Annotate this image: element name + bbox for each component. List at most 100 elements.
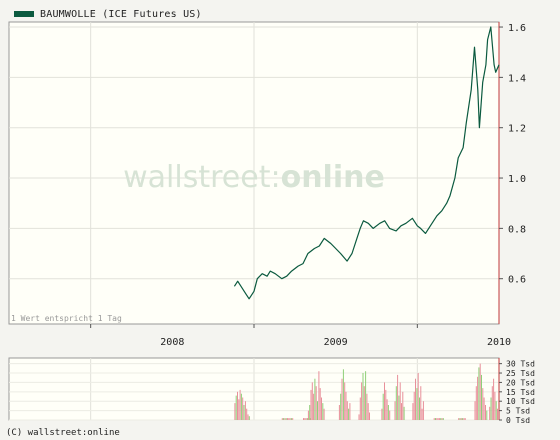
price-grid bbox=[9, 22, 499, 324]
volume-bar bbox=[243, 405, 245, 420]
volume-bar bbox=[247, 414, 249, 420]
volume-bar bbox=[422, 401, 424, 420]
volume-bar bbox=[235, 395, 237, 420]
price-line bbox=[233, 26, 500, 300]
volume-bar bbox=[440, 418, 442, 420]
volume-bar bbox=[285, 418, 287, 420]
copyright-notice: (C) wallstreet:online bbox=[6, 428, 120, 438]
legend-swatch bbox=[14, 11, 34, 17]
volume-bar bbox=[417, 373, 419, 420]
volume-bar bbox=[369, 412, 370, 420]
volume-bar bbox=[365, 371, 367, 420]
volume-bar bbox=[366, 393, 368, 420]
volume-bar bbox=[314, 378, 316, 420]
x-axis: 2008 2009 2010 bbox=[90, 324, 511, 348]
volume-bar bbox=[304, 418, 306, 420]
volume-bar bbox=[493, 378, 495, 420]
volume-bar bbox=[363, 386, 365, 420]
volume-bar bbox=[321, 397, 322, 420]
volume-bar bbox=[322, 403, 324, 420]
volume-bar bbox=[346, 401, 348, 420]
volume-bar bbox=[490, 397, 492, 420]
volume-bar bbox=[489, 406, 491, 420]
volume-bar bbox=[287, 418, 288, 420]
volume-bar bbox=[362, 373, 364, 420]
x-tick-label: 2010 bbox=[487, 337, 511, 348]
volume-bar bbox=[359, 397, 361, 420]
volume-bar bbox=[403, 406, 405, 420]
volume-tick-label: 20 Tsd bbox=[506, 378, 535, 387]
volume-bar bbox=[306, 418, 308, 420]
volume-bar bbox=[318, 371, 320, 420]
volume-bar bbox=[387, 405, 389, 420]
volume-bar bbox=[284, 418, 286, 420]
volume-bar bbox=[315, 386, 317, 420]
volume-bar bbox=[381, 408, 383, 420]
volume-bar bbox=[491, 386, 493, 420]
volume-tick-label: 0 Tsd bbox=[506, 416, 530, 425]
volume-bar bbox=[495, 401, 497, 420]
volume-bar bbox=[421, 408, 423, 420]
price-tick-label: 1.6 bbox=[508, 23, 526, 34]
watermark-part1: wallstreet: bbox=[123, 160, 280, 195]
volume-bar bbox=[464, 418, 466, 420]
volume-bar bbox=[340, 393, 342, 420]
volume-bar bbox=[386, 399, 388, 420]
volume-bar bbox=[237, 391, 238, 420]
volume-tick-label: 25 Tsd bbox=[506, 369, 535, 378]
chart-legend: BAUMWOLLE (ICE Futures US) bbox=[14, 8, 202, 20]
volume-bar bbox=[389, 410, 391, 420]
volume-bar bbox=[459, 418, 461, 420]
volume-bar bbox=[481, 374, 482, 420]
volume-bar bbox=[415, 378, 416, 420]
volume-bar bbox=[441, 418, 443, 420]
volume-bar bbox=[292, 418, 294, 420]
volume-bar bbox=[246, 408, 248, 420]
volume-bar bbox=[482, 388, 484, 420]
volume-bar bbox=[307, 410, 309, 420]
volume-bar bbox=[345, 391, 347, 420]
volume-bar bbox=[486, 410, 488, 420]
volume-bar bbox=[311, 382, 313, 420]
volume-bar bbox=[419, 397, 420, 420]
volume-bar bbox=[319, 388, 321, 420]
volume-bar bbox=[394, 401, 396, 420]
volume-bar bbox=[475, 386, 477, 420]
volume-bar bbox=[420, 386, 422, 420]
volume-tick-label: 10 Tsd bbox=[506, 397, 535, 406]
watermark-part2: online bbox=[281, 160, 385, 195]
x-tick-label: 2009 bbox=[324, 337, 348, 348]
volume-bar bbox=[240, 393, 242, 420]
volume-bar bbox=[485, 405, 486, 420]
x-tick-label: 2008 bbox=[160, 337, 184, 348]
volume-bar bbox=[242, 397, 244, 420]
volume-bar bbox=[460, 418, 462, 420]
price-tick-label: 1.2 bbox=[508, 124, 526, 135]
volume-bar bbox=[497, 408, 498, 420]
volume-bar bbox=[412, 403, 414, 420]
volume-bar bbox=[401, 403, 402, 420]
volume-grid bbox=[9, 358, 499, 421]
volume-bar bbox=[283, 418, 285, 420]
volume-bar bbox=[384, 382, 385, 420]
volume-bar bbox=[313, 393, 315, 420]
legend-label: BAUMWOLLE (ICE Futures US) bbox=[40, 8, 202, 20]
volume-bar bbox=[234, 403, 236, 420]
volume-bar bbox=[435, 418, 436, 420]
volume-bar bbox=[438, 418, 440, 420]
price-tick-label: 0.6 bbox=[508, 275, 526, 286]
volume-bar bbox=[399, 382, 401, 420]
price-series bbox=[233, 26, 500, 300]
volume-bar bbox=[309, 405, 311, 420]
volume-bar bbox=[382, 393, 384, 420]
volume-bar bbox=[288, 418, 290, 420]
volume-bar bbox=[342, 369, 344, 420]
volume-bar bbox=[239, 389, 241, 420]
volume-bar bbox=[413, 391, 415, 420]
volume-tick-label: 30 Tsd bbox=[506, 360, 535, 369]
volume-tick-label: 15 Tsd bbox=[506, 388, 535, 397]
footnote: 1 Wert entspricht 1 Tag bbox=[11, 314, 122, 323]
volume-bar bbox=[395, 386, 397, 420]
volume-bar bbox=[310, 389, 312, 420]
volume-bar bbox=[462, 418, 464, 420]
